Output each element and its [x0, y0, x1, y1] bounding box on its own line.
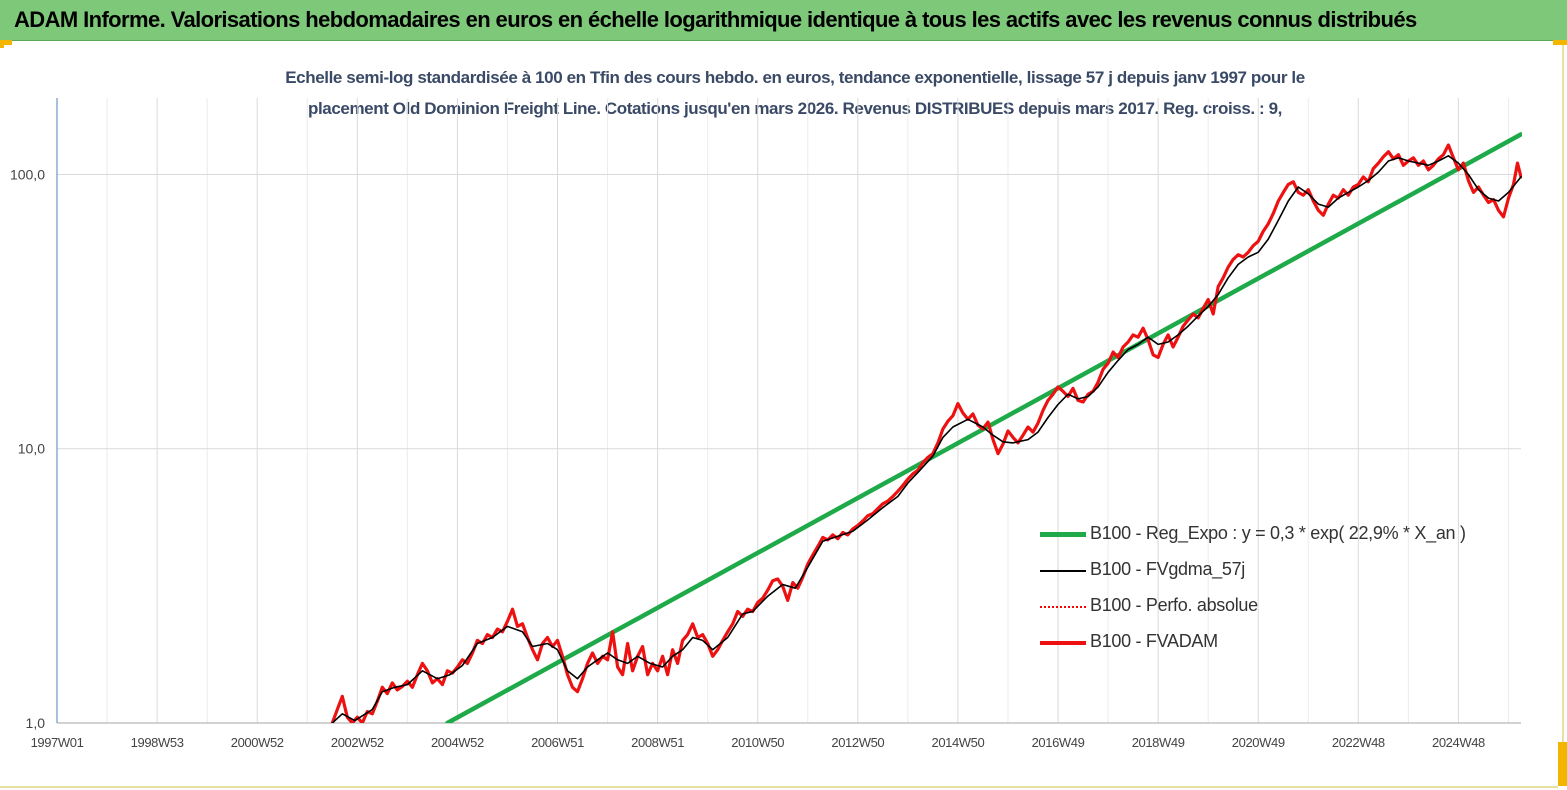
x-tick-label: 2016W49: [1032, 735, 1085, 750]
legend-label-fvadam: B100 - FVADAM: [1090, 631, 1218, 651]
frame-bottom-border: [0, 786, 1558, 788]
legend-label-regression: B100 - Reg_Expo : y = 0,3 * exp( 22,9% *…: [1090, 523, 1466, 543]
frame-corner-top-right: [1553, 40, 1567, 45]
frame-corner-top-left-vertical: [0, 40, 4, 48]
x-tick-label: 2020W49: [1232, 735, 1285, 750]
chart-axes: [56, 98, 1521, 724]
chart-title-line-2: placement Old Dominion Freight Line. Cot…: [307, 99, 1283, 118]
frame-right-border: [1562, 45, 1564, 742]
report-title: ADAM Informe. Valorisations hebdomadaire…: [14, 7, 1417, 32]
x-tick-label: 2004W52: [431, 735, 484, 750]
frame-corner-bottom-right: [1558, 742, 1567, 786]
chart-title-line-1: Echelle semi-log standardisée à 100 en T…: [285, 68, 1305, 87]
series-smoothed-line: [331, 155, 1522, 723]
chart-series: [330, 132, 1522, 723]
series-fvadam-line: [330, 143, 1522, 723]
x-tick-label: 2014W50: [931, 735, 984, 750]
x-tick-label: 2008W51: [631, 735, 684, 750]
y-tick-label: 100,0: [10, 166, 45, 182]
x-tick-label: 2000W52: [231, 735, 284, 750]
legend-label-absolute: B100 - Perfo. absolue: [1090, 595, 1258, 615]
legend-swatch-absolute: [1040, 606, 1086, 608]
x-tick-label: 2002W52: [331, 735, 384, 750]
x-tick-label: 1998W53: [131, 735, 184, 750]
report-header: ADAM Informe. Valorisations hebdomadaire…: [0, 0, 1567, 41]
legend-swatch-regression: [1040, 532, 1086, 537]
legend-swatch-smoothed: [1040, 570, 1086, 572]
x-tick-label: 2022W48: [1332, 735, 1385, 750]
y-tick-label: 10,0: [18, 441, 45, 457]
chart-tick-labels: 1,0 10,0 100,0 1997W01 1998W53 2000W52 2002W52…: [10, 166, 1485, 750]
x-tick-label: 2010W50: [731, 735, 784, 750]
x-tick-label: 2006W51: [531, 735, 584, 750]
frame-corner-top-left: [0, 40, 12, 45]
x-tick-label: 2018W49: [1132, 735, 1185, 750]
y-tick-label: 1,0: [26, 715, 46, 731]
x-tick-label: 1997W01: [31, 735, 84, 750]
chart-grid: [56, 98, 1521, 724]
x-tick-label: 2024W48: [1432, 735, 1485, 750]
x-tick-label: 2012W50: [831, 735, 884, 750]
legend-swatch-fvadam: [1040, 641, 1086, 645]
legend-label-smoothed: B100 - FVgdma_57j: [1090, 559, 1245, 579]
